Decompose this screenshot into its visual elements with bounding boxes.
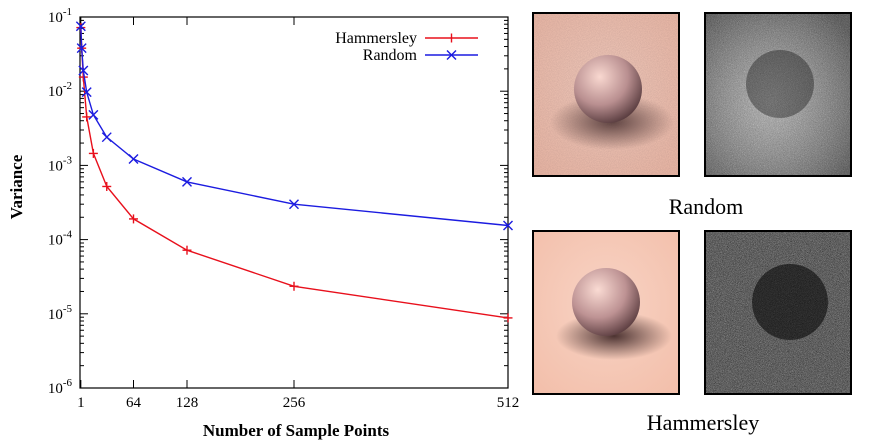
data-point-random <box>88 109 99 120</box>
plot-frame: 10-1 10-2 10-3 10-4 10-5 10-61 64 128 256 512 <box>48 6 519 411</box>
marker-d2 <box>182 176 192 187</box>
y-axis-label: Variance <box>7 154 26 219</box>
data-point-random <box>81 87 92 98</box>
data-point-random <box>76 43 87 54</box>
data-point-random <box>128 153 139 164</box>
marker-d2 <box>81 87 92 98</box>
data-point-hammersley <box>182 245 192 255</box>
plot-border <box>79 16 509 389</box>
data-point-hammersley <box>102 181 112 191</box>
series-line-hammersley <box>80 27 509 319</box>
y-tick-label: 10-6 <box>48 377 73 397</box>
data-point-hammersley <box>82 112 92 122</box>
marker-d2 <box>503 220 513 231</box>
x-tick-label: 1 <box>77 395 85 411</box>
x-tick-label: 512 <box>497 395 520 411</box>
caption-random: Random <box>668 194 744 219</box>
y-tick-label: 10-2 <box>48 80 72 100</box>
legend-label-hammersley: Hammersley <box>335 30 417 47</box>
data-point-random <box>503 220 513 231</box>
data-point-random <box>289 199 299 210</box>
data-point-random <box>75 21 86 32</box>
data-point-random <box>182 176 192 187</box>
variance-chart: 10-1 10-2 10-3 10-4 10-5 10-61 64 128 256 512 Ham… <box>7 6 519 440</box>
x-tick-label: 128 <box>176 395 199 411</box>
y-tick-label: 10-4 <box>48 229 73 249</box>
hammersley-render-image <box>532 230 680 395</box>
marker-d2 <box>76 43 87 54</box>
x-tick-label: 64 <box>126 395 142 411</box>
data-point-hammersley <box>503 313 513 323</box>
caption-hammersley: Hammersley <box>646 410 760 435</box>
legend-label-random: Random <box>363 47 418 64</box>
x-axis-label: Number of Sample Points <box>203 421 390 440</box>
data-point-hammersley <box>129 214 138 224</box>
marker-d2 <box>88 109 99 120</box>
marker-d2 <box>78 65 89 76</box>
data-point-random <box>78 65 89 76</box>
data-point-random <box>101 132 112 143</box>
series-line-random <box>80 26 509 227</box>
random-render-image <box>532 12 680 177</box>
marker-d2 <box>101 132 112 143</box>
marker-d2 <box>75 21 86 32</box>
hammersley-variance-image <box>704 230 852 395</box>
marker-d2 <box>128 153 139 164</box>
y-tick-label: 10-1 <box>48 6 72 26</box>
random-variance-image <box>704 12 852 177</box>
legend-marker-random <box>446 50 457 60</box>
data-point-hammersley <box>88 148 98 158</box>
y-tick-label: 10-3 <box>48 154 73 174</box>
x-tick-label: 256 <box>283 395 306 411</box>
y-tick-label: 10-5 <box>48 303 73 323</box>
data-point-hammersley <box>289 281 299 291</box>
marker-d2 <box>289 199 299 210</box>
